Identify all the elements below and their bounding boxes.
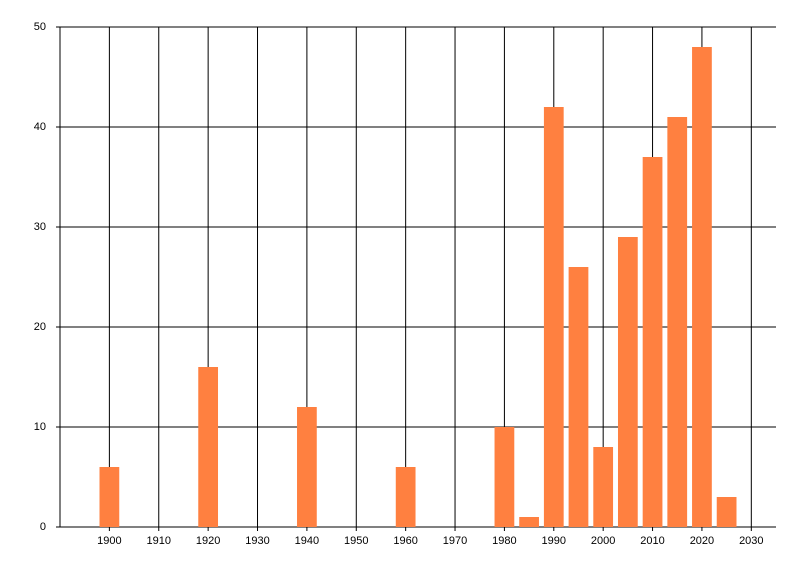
bar xyxy=(198,367,219,527)
bar xyxy=(568,267,589,527)
x-tick-label: 2000 xyxy=(591,535,615,547)
x-tick-label: 1980 xyxy=(492,535,516,547)
x-tick-label: 1950 xyxy=(344,535,368,547)
x-tick-label: 1960 xyxy=(393,535,417,547)
bar xyxy=(692,47,712,527)
bar xyxy=(297,407,317,527)
x-tick-label: 1900 xyxy=(97,535,121,547)
x-tick-label: 1990 xyxy=(542,535,566,547)
x-tick-label: 1930 xyxy=(245,535,269,547)
bar xyxy=(667,117,688,527)
bar xyxy=(642,157,663,527)
bar xyxy=(99,467,120,527)
x-tick-label: 1970 xyxy=(443,535,467,547)
y-tick-label: 50 xyxy=(34,21,46,33)
x-tick-label: 1910 xyxy=(147,535,171,547)
bar xyxy=(519,517,539,527)
x-tick-label: 1920 xyxy=(196,535,220,547)
y-tick-label: 40 xyxy=(34,121,46,133)
bar xyxy=(494,427,515,527)
y-tick-label: 10 xyxy=(34,421,46,433)
bar xyxy=(716,497,737,527)
y-tick-label: 20 xyxy=(34,321,46,333)
bar xyxy=(543,107,564,527)
bar xyxy=(395,467,416,527)
x-tick-label: 2010 xyxy=(640,535,664,547)
y-tick-label: 0 xyxy=(40,521,46,533)
bar xyxy=(617,237,638,527)
y-tick-label: 30 xyxy=(34,221,46,233)
x-tick-label: 2030 xyxy=(739,535,763,547)
x-tick-label: 1940 xyxy=(295,535,319,547)
x-tick-label: 2020 xyxy=(690,535,714,547)
bar xyxy=(593,447,614,527)
